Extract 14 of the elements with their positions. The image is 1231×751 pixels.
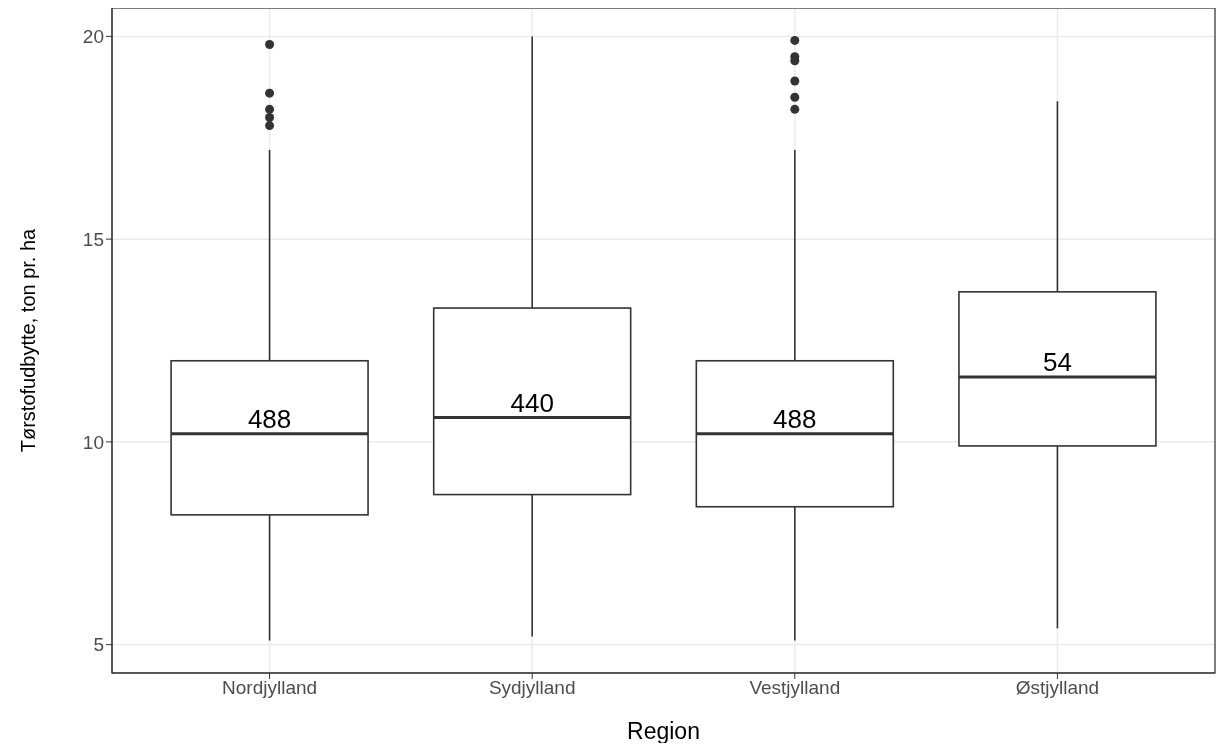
y-tick-label: 5 [93,634,104,656]
x-tick-label: Østjylland [1015,677,1100,699]
annotation: 488 [773,403,817,434]
annotation: 440 [510,387,554,418]
y-axis-title: Tørstofudbytte, ton pr. ha [17,227,40,453]
y-tick-label: 15 [82,228,104,250]
annotation: 54 [1042,346,1072,377]
y-tick-label: 10 [82,431,104,453]
x-tick-label: Sydjylland [488,677,576,699]
annotation: 488 [247,403,292,434]
y-tick-label: 20 [82,26,104,48]
x-axis-title: Region [627,718,700,744]
x-tick-label: Vestjylland [749,677,841,699]
x-tick-label: Nordjylland [222,677,318,699]
